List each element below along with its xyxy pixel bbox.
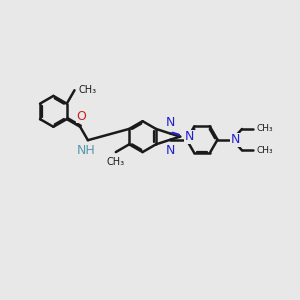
Text: N: N <box>166 116 175 129</box>
Text: CH₃: CH₃ <box>107 157 125 167</box>
Text: O: O <box>76 110 86 123</box>
Text: CH₃: CH₃ <box>256 124 273 134</box>
Text: N: N <box>166 144 175 157</box>
Text: CH₃: CH₃ <box>79 85 97 95</box>
Text: N: N <box>185 130 194 143</box>
Text: CH₃: CH₃ <box>256 146 273 155</box>
Text: N: N <box>231 133 240 146</box>
Text: NH: NH <box>77 144 96 157</box>
